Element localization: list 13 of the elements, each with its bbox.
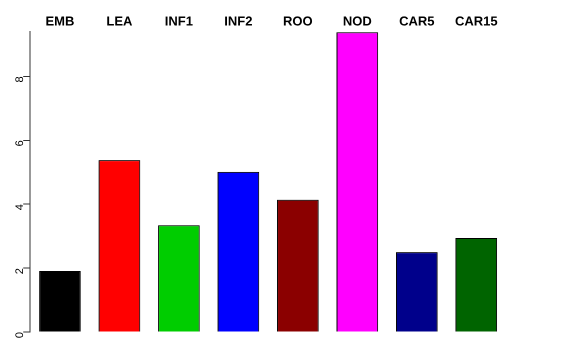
x-tick-label: LEA: [106, 13, 134, 28]
x-tick-label: INF1: [164, 13, 193, 28]
x-tick-label: CAR5: [399, 13, 434, 28]
y-tick-label: 0: [14, 332, 26, 338]
x-tick-label: INF2: [224, 13, 252, 28]
y-tick-label: 8: [14, 76, 26, 82]
y-tick-label: 2: [14, 268, 26, 274]
y-tick-label: 4: [14, 204, 26, 210]
x-tick-label: NOD: [342, 13, 372, 28]
x-tick-label: CAR15: [454, 13, 498, 28]
x-tick-label: EMB: [45, 13, 74, 28]
x-tick-label: ROO: [283, 13, 313, 28]
y-tick-label: 6: [14, 140, 26, 146]
